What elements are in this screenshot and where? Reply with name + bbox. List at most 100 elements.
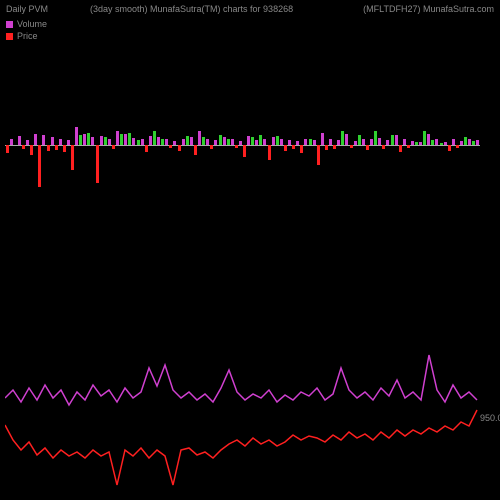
pv-bar	[186, 136, 189, 145]
vol-bar	[395, 135, 398, 145]
vol-bar	[132, 138, 135, 145]
pv-bar	[63, 145, 66, 152]
pv-bar	[227, 139, 230, 145]
volume_line	[5, 355, 477, 405]
pv-bar	[399, 145, 402, 152]
vol-bar	[247, 136, 250, 145]
chart-header: Daily PVM (3day smooth) MunafaSutra(TM) …	[0, 4, 500, 20]
vol-bar	[288, 140, 291, 145]
line-svg	[5, 350, 480, 490]
pv-bar	[202, 137, 205, 145]
vol-bar	[190, 137, 193, 145]
vol-bar	[108, 139, 111, 145]
pv-bar	[243, 145, 246, 157]
pvm-bar-chart	[5, 95, 480, 195]
pv-bar	[38, 145, 41, 187]
pv-bar	[309, 139, 312, 145]
header-left-label: Daily PVM	[6, 4, 48, 14]
pv-bar	[153, 131, 156, 145]
pv-bar	[87, 133, 90, 145]
pv-bar	[96, 145, 99, 183]
vol-bar	[239, 141, 242, 145]
pv-bar	[448, 145, 451, 151]
vol-bar	[460, 141, 463, 145]
vol-bar	[452, 139, 455, 145]
pv-bar	[128, 133, 131, 145]
legend-swatch	[6, 33, 13, 40]
vol-bar	[370, 139, 373, 145]
vol-bar	[75, 127, 78, 145]
pv-bar	[22, 145, 25, 149]
vol-bar	[141, 139, 144, 145]
pv-bar	[292, 145, 295, 149]
vol-bar	[100, 136, 103, 145]
legend-item: Price	[6, 30, 47, 42]
vol-bar	[83, 134, 86, 145]
vol-bar	[165, 139, 168, 145]
vol-bar	[51, 137, 54, 145]
pv-bar	[333, 145, 336, 149]
pv-bar	[341, 131, 344, 145]
vol-bar	[198, 131, 201, 145]
vol-bar	[34, 134, 37, 145]
pv-bar	[137, 140, 140, 145]
header-right-label: (MFLTDFH27) MunafaSutra.com	[363, 4, 494, 14]
vol-bar	[403, 139, 406, 145]
vol-bar	[272, 137, 275, 145]
vol-bar	[26, 140, 29, 145]
pv-bar	[251, 137, 254, 145]
pv-bar	[284, 145, 287, 151]
vol-bar	[124, 134, 127, 145]
pv-bar	[79, 135, 82, 145]
vol-bar	[378, 138, 381, 145]
pv-bar	[210, 145, 213, 149]
pv-bar	[407, 145, 410, 148]
legend-item: Volume	[6, 18, 47, 30]
pv-bar	[415, 142, 418, 145]
vol-bar	[427, 134, 430, 145]
legend-swatch	[6, 21, 13, 28]
vol-bar	[345, 134, 348, 145]
vol-bar	[157, 137, 160, 145]
pv-bar	[472, 141, 475, 145]
vol-bar	[42, 135, 45, 145]
pv-bar	[374, 131, 377, 145]
pv-bar	[169, 145, 172, 148]
pv-bar	[104, 137, 107, 145]
vol-bar	[296, 141, 299, 145]
pv-bar	[358, 135, 361, 145]
pv-bar	[55, 145, 58, 150]
pv-bar	[71, 145, 74, 170]
pv-bar	[235, 145, 238, 148]
price-volume-line-chart	[5, 350, 480, 490]
pv-bar	[431, 140, 434, 145]
vol-bar	[304, 139, 307, 145]
pv-bar	[423, 131, 426, 145]
vol-bar	[206, 139, 209, 145]
header-center-label: (3day smooth) MunafaSutra(TM) charts for…	[90, 4, 293, 14]
vol-bar	[149, 136, 152, 145]
pv-bar	[317, 145, 320, 165]
pv-bar	[145, 145, 148, 152]
pv-bar	[382, 145, 385, 149]
vol-bar	[214, 140, 217, 145]
pv-bar	[259, 135, 262, 145]
price_line	[5, 410, 477, 485]
pv-bar	[6, 145, 9, 153]
vol-bar	[329, 139, 332, 145]
pv-bar	[464, 137, 467, 145]
pv-bar	[161, 139, 164, 145]
vol-bar	[419, 142, 422, 145]
pv-bar	[178, 145, 181, 151]
pv-bar	[30, 145, 33, 155]
vol-bar	[386, 140, 389, 145]
vol-bar	[468, 139, 471, 145]
pv-bar	[300, 145, 303, 153]
vol-bar	[116, 131, 119, 145]
vol-bar	[255, 140, 258, 145]
vol-bar	[91, 137, 94, 145]
vol-bar	[313, 140, 316, 145]
vol-bar	[59, 139, 62, 145]
legend: VolumePrice	[6, 18, 47, 42]
vol-bar	[182, 139, 185, 145]
